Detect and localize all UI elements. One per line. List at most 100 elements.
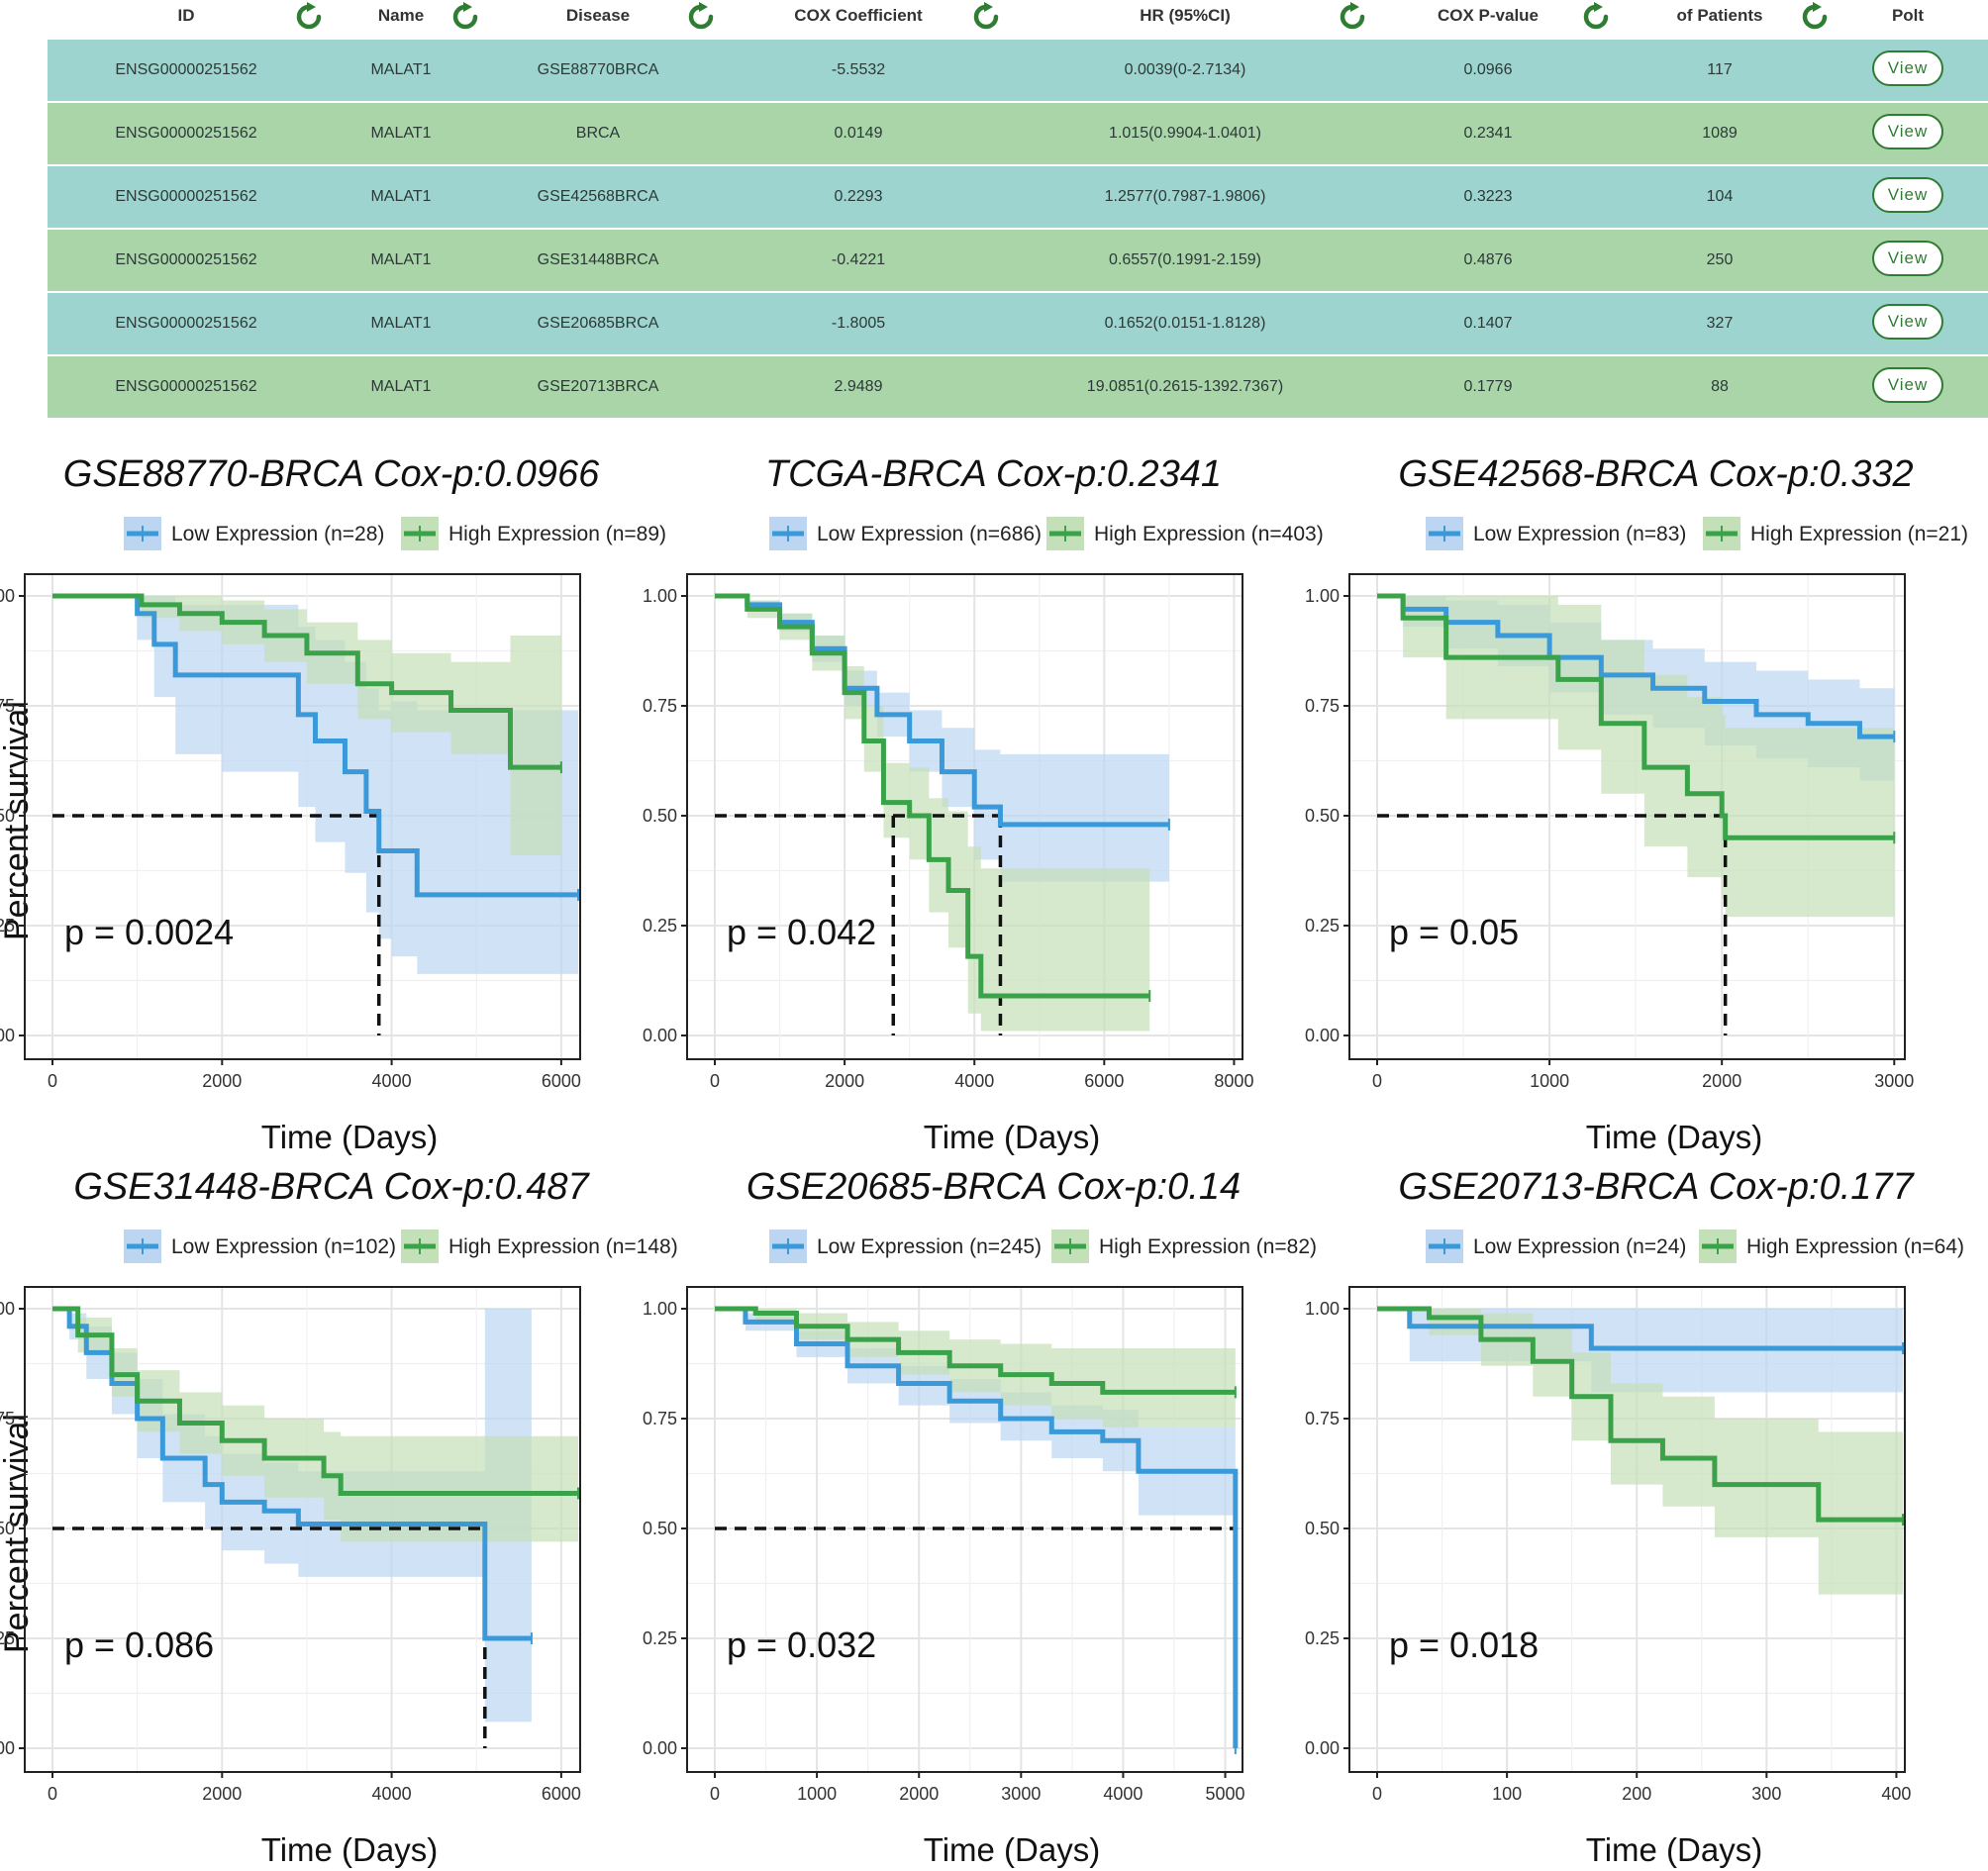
- logrank-pvalue: p = 0.032: [727, 1625, 877, 1665]
- y-tick-label: 0.25: [643, 1628, 677, 1648]
- cell-cox-pvalue: 0.1407: [1463, 315, 1513, 332]
- cell-id: ENSG00000251562: [115, 251, 257, 268]
- legend-key-low: [1426, 1230, 1463, 1263]
- table-row: ENSG00000251562 MALAT1 GSE88770BRCA -5.5…: [48, 40, 1988, 101]
- view-plot-button[interactable]: View: [1872, 304, 1943, 340]
- survival-curve-high: [52, 593, 561, 770]
- plot-legend: Low Expression (n=102) High Expression (n…: [0, 1228, 678, 1267]
- logrank-pvalue: p = 0.018: [1389, 1625, 1540, 1665]
- refresh-sort-icon[interactable]: [1338, 2, 1367, 32]
- y-tick-label: 1.00: [643, 586, 677, 606]
- table-row: ENSG00000251562 MALAT1 GSE42568BRCA 0.22…: [48, 166, 1988, 228]
- confidence-band-high: [52, 1309, 578, 1542]
- cell-patients: 117: [1707, 61, 1733, 78]
- km-plot-svg: 0.00 0.25 0.50 0.75 1.00 0 1000 2000 3000: [1305, 573, 1914, 1091]
- x-tick-label: 4000: [1103, 1784, 1143, 1804]
- logrank-pvalue: p = 0.086: [64, 1625, 215, 1665]
- plot-legend: Low Expression (n=245) High Expression (n…: [662, 1228, 1325, 1267]
- y-tick-label: 0.75: [643, 696, 677, 716]
- x-tick-label: 4000: [954, 1071, 994, 1091]
- refresh-sort-icon[interactable]: [971, 2, 1001, 32]
- x-axis-label: Time (Days): [923, 1119, 1101, 1155]
- x-tick-label: 2000: [1702, 1071, 1741, 1091]
- legend-key-low: [124, 517, 161, 550]
- cell-id: ENSG00000251562: [115, 378, 257, 395]
- refresh-sort-icon[interactable]: [294, 2, 324, 32]
- cell-patients: 250: [1706, 251, 1734, 268]
- cell-disease: BRCA: [575, 125, 621, 142]
- y-tick-label: 0.75: [1305, 1409, 1340, 1428]
- column-header-cox-coefficient: COX Coefficient: [794, 6, 923, 25]
- y-tick-label: 0.50: [0, 806, 15, 826]
- legend-label: High Expression (n=89): [448, 523, 667, 545]
- y-tick-label: 0.50: [1305, 806, 1340, 826]
- x-axis-label: Time (Days): [1585, 1119, 1763, 1155]
- legend-key-high: [401, 517, 439, 550]
- y-tick-label: 0.75: [643, 1409, 677, 1428]
- y-tick-label: 0.25: [643, 916, 677, 936]
- x-tick-label: 5000: [1206, 1784, 1245, 1804]
- x-tick-label: 3000: [1874, 1071, 1914, 1091]
- table-row: ENSG00000251562 MALAT1 BRCA 0.0149 1.015…: [48, 103, 1988, 164]
- x-tick-label: 6000: [542, 1071, 581, 1091]
- cell-cox-coefficient: -0.4221: [831, 251, 886, 268]
- refresh-sort-icon[interactable]: [1581, 2, 1611, 32]
- cell-patients: 327: [1706, 315, 1734, 332]
- y-tick-label: 0.50: [643, 1519, 677, 1538]
- survival-curve-low: [715, 1306, 1239, 1748]
- x-tick-label: 4000: [372, 1784, 412, 1804]
- x-tick-label: 0: [1372, 1784, 1382, 1804]
- refresh-sort-icon[interactable]: [450, 2, 480, 32]
- cell-cox-pvalue: 0.0966: [1463, 61, 1513, 78]
- y-tick-label: 1.00: [0, 1299, 15, 1319]
- cell-hr: 19.0851(0.2615-1392.7367): [1086, 378, 1284, 395]
- confidence-band-low: [52, 1309, 532, 1723]
- refresh-sort-icon[interactable]: [686, 2, 716, 32]
- km-plot-svg: 0.00 0.25 0.50 0.75 1.00 0 1000 2000 3000 4000 500…: [643, 1286, 1245, 1804]
- y-tick-label: 0.50: [643, 806, 677, 826]
- legend-label: Low Expression (n=102): [171, 1235, 397, 1258]
- legend-key-high: [1046, 517, 1084, 550]
- y-tick-label: 1.00: [643, 1299, 677, 1319]
- survival-curve-high: [1377, 593, 1895, 840]
- y-tick-label: 0.00: [0, 1738, 15, 1758]
- y-tick-label: 0.25: [1305, 916, 1340, 936]
- survival-curve-low: [52, 1306, 532, 1641]
- view-plot-button[interactable]: View: [1872, 367, 1943, 403]
- legend-label: Low Expression (n=83): [1473, 523, 1687, 545]
- column-header-disease: Disease: [565, 6, 631, 25]
- cell-hr: 1.2577(0.7987-1.9806): [1104, 188, 1266, 205]
- y-tick-label: 1.00: [0, 586, 15, 606]
- cell-name: MALAT1: [370, 125, 432, 142]
- view-plot-button[interactable]: View: [1872, 241, 1943, 276]
- y-tick-label: 0.50: [0, 1519, 15, 1538]
- view-plot-button[interactable]: View: [1872, 114, 1943, 149]
- cell-name: MALAT1: [370, 315, 432, 332]
- view-plot-button[interactable]: View: [1872, 177, 1943, 213]
- y-tick-label: 0.25: [1305, 1628, 1340, 1648]
- refresh-sort-icon[interactable]: [1800, 2, 1830, 32]
- view-plot-button[interactable]: View: [1872, 50, 1943, 86]
- x-tick-label: 0: [710, 1784, 720, 1804]
- cell-name: MALAT1: [370, 251, 432, 268]
- y-tick-label: 0.00: [1305, 1738, 1340, 1758]
- cell-disease: GSE31448BRCA: [537, 251, 659, 268]
- x-tick-label: 8000: [1214, 1071, 1253, 1091]
- logrank-pvalue: p = 0.05: [1389, 912, 1520, 952]
- y-tick-label: 0.00: [0, 1026, 15, 1045]
- x-tick-label: 0: [48, 1784, 57, 1804]
- km-plot-svg: 0.00 0.25 0.50 0.75 1.00 0 100 200 300 400: [1305, 1286, 1911, 1804]
- legend-label: Low Expression (n=245): [817, 1235, 1043, 1258]
- legend-key-high: [1051, 1230, 1089, 1263]
- plot-legend: Low Expression (n=686) High Expression (n…: [662, 515, 1325, 554]
- cell-disease: GSE42568BRCA: [537, 188, 659, 205]
- x-tick-label: 400: [1881, 1784, 1911, 1804]
- km-plot-panel: GSE20713-BRCA Cox-p:0.177 Low Expression …: [1305, 1158, 1987, 1871]
- x-tick-label: 2000: [202, 1071, 242, 1091]
- plot-title: GSE42568-BRCA Cox-p:0.332: [1398, 453, 1914, 495]
- column-header-id: ID: [177, 6, 195, 25]
- km-plot-svg: 0.00 0.25 0.50 0.75 1.00 0 2000 4000 6000 8000: [643, 573, 1253, 1091]
- plot-legend: Low Expression (n=28) High Expression (n=…: [0, 515, 666, 554]
- cell-cox-coefficient: 0.0149: [834, 125, 883, 142]
- legend-key-low: [769, 1230, 807, 1263]
